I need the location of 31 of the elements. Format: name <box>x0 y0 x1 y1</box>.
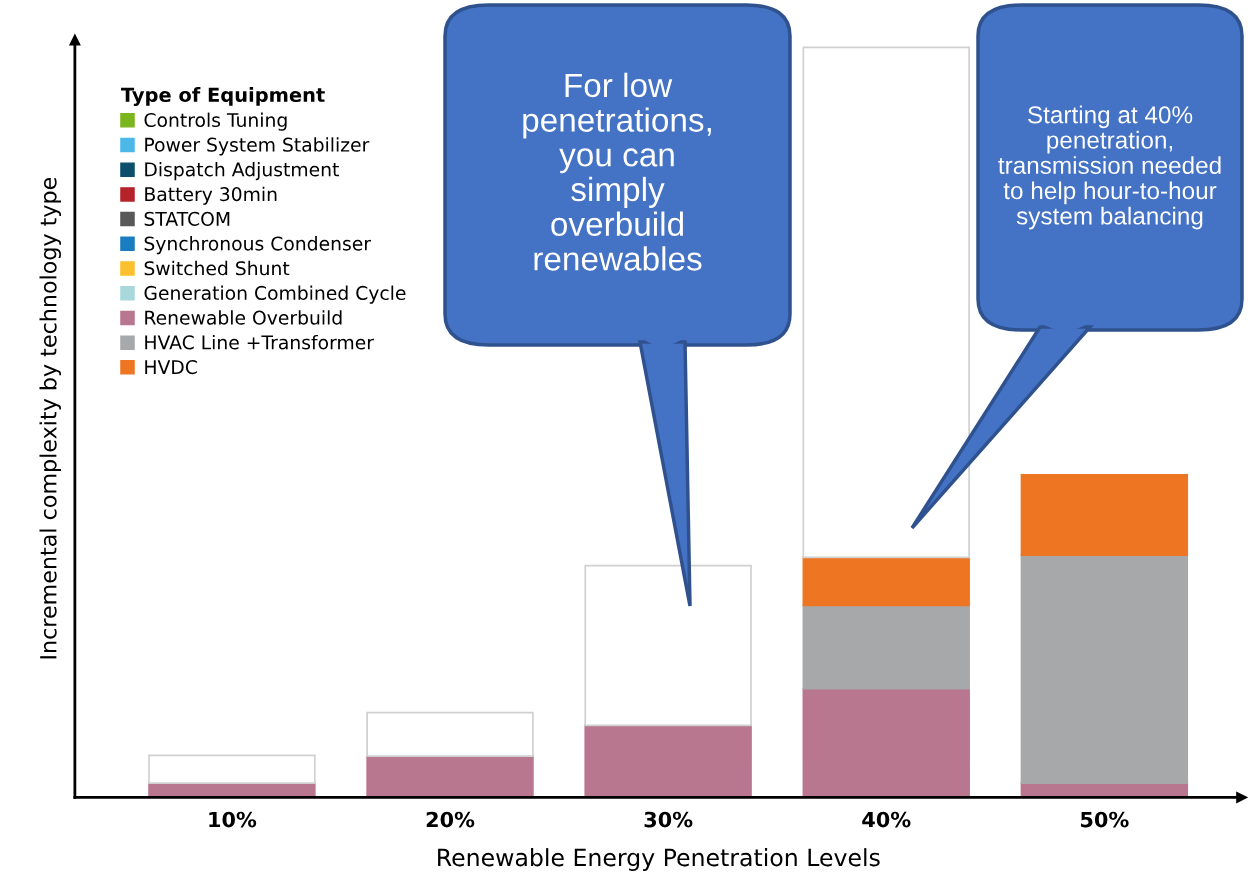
annotation: Starting at 40% penetration, transmission needed to help hour-to-hour system balancing <box>998 105 1221 230</box>
annotation: For low penetrations, you can simply overbuild renewables <box>523 72 711 271</box>
bar <box>366 755 534 798</box>
x-axis-title: Renewable Energy Penetration Levels <box>438 848 880 871</box>
legend-label: Controls Tuning <box>144 112 287 131</box>
legend-label: Switched Shunt <box>144 260 290 276</box>
x-tick-label: 30% <box>644 811 693 828</box>
x-tick-label: 20% <box>426 811 475 828</box>
y-axis-title: Incremental complexity by technology type <box>39 177 61 659</box>
bar <box>584 564 752 727</box>
legend-label: STATCOM <box>144 211 230 226</box>
legend-label: HVDC <box>145 360 197 375</box>
legend-label: Power System Stabilizer <box>145 137 370 156</box>
bar <box>802 556 970 607</box>
legend-label: Synchronous Condenser <box>144 236 372 255</box>
bar <box>148 754 316 784</box>
bar <box>802 46 970 559</box>
x-tick-label: 10% <box>209 811 257 828</box>
bar <box>1020 554 1189 784</box>
bar <box>366 711 534 757</box>
legend-label: Renewable Overbuild <box>145 310 342 325</box>
bar <box>584 724 752 798</box>
x-tick-label: 50% <box>1081 811 1129 828</box>
legend-label: Generation Combined Cycle <box>144 285 406 304</box>
x-tick-label: 40% <box>862 811 911 828</box>
bar <box>802 687 970 798</box>
legend-title: Type of Equipment <box>121 87 325 107</box>
legend-label: HVAC Line +Transformer <box>145 334 374 350</box>
legend-label: Dispatch Adjustment <box>145 162 339 181</box>
legend-label: Battery 30min <box>145 186 277 205</box>
bar <box>802 604 970 690</box>
